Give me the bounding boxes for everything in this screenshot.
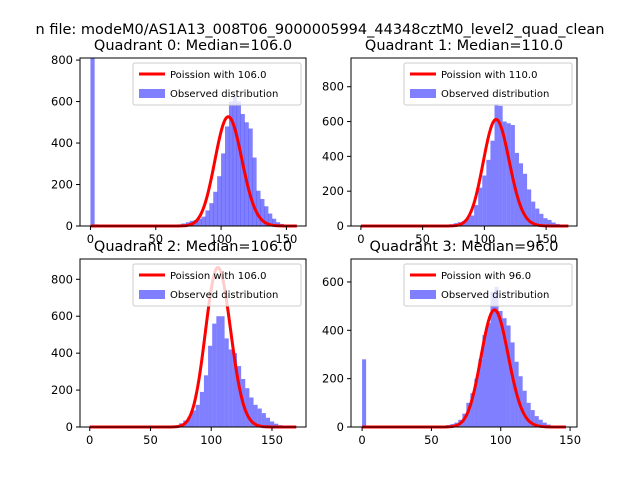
panel-quadrant-2: 0 50 100 150 0 200 400 600 800 Quadrant 2: Median…: [51, 239, 306, 447]
histogram-bar: [221, 153, 225, 226]
histogram-bar: [507, 123, 511, 226]
y-tick-label: 400: [51, 136, 73, 150]
histogram-bar: [196, 405, 200, 427]
histogram-bar: [216, 316, 220, 427]
histogram-bar: [507, 325, 511, 427]
histogram-bar: [478, 188, 482, 226]
histogram-bar: [217, 176, 221, 226]
legend: Poission with 106.0 Observed distribution: [133, 264, 301, 306]
histogram-bar: [204, 375, 208, 427]
histogram-bar: [225, 126, 229, 226]
y-tick-label: 600: [322, 115, 344, 129]
histogram-bar: [209, 203, 213, 226]
x-tick-label: 50: [143, 433, 158, 447]
y-tick-label: 0: [337, 219, 344, 233]
x-tick-label: 150: [559, 433, 581, 447]
y-tick-label: 200: [322, 184, 344, 198]
legend-label-observed: Observed distribution: [170, 290, 278, 301]
panel-title: Quadrant 1: Median=110.0: [365, 38, 563, 54]
y-tick-label: 600: [322, 275, 344, 289]
histogram-bar: [220, 316, 224, 427]
legend: Poission with 96.0 Observed distribution: [404, 264, 572, 306]
panel-title: Quadrant 3: Median=96.0: [370, 239, 559, 255]
legend-bar-swatch: [139, 89, 165, 98]
poisson-fit-line: [362, 310, 566, 427]
histogram-bar: [213, 192, 217, 226]
histogram-bar: [519, 163, 523, 226]
panel-title: Quadrant 2: Median=106.0: [94, 239, 292, 255]
x-tick-label: 0: [358, 433, 365, 447]
y-tick-label: 600: [51, 95, 73, 109]
y-tick-label: 200: [51, 178, 73, 192]
legend-label-poisson: Poission with 110.0: [441, 70, 537, 81]
histogram-bar: [233, 95, 237, 226]
y-tick-label: 0: [66, 219, 73, 233]
legend-bar-swatch: [410, 89, 436, 98]
y-tick-label: 800: [322, 80, 344, 94]
x-tick-label: 0: [357, 232, 364, 246]
y-tick-label: 400: [51, 346, 73, 360]
y-tick-label: 0: [337, 420, 344, 434]
histogram-bar: [482, 176, 486, 226]
histogram-bar: [249, 129, 253, 226]
legend-label-observed: Observed distribution: [441, 89, 549, 100]
y-tick-label: 400: [322, 149, 344, 163]
legend-label-observed: Observed distribution: [441, 290, 549, 301]
legend-label-poisson: Poission with 96.0: [441, 271, 531, 282]
histogram-bar: [474, 205, 478, 226]
x-tick-label: 0: [86, 433, 93, 447]
y-tick-label: 800: [51, 272, 73, 286]
panel-quadrant-3: 0 50 100 150 0 200 400 600 Quadrant 3: Median=96…: [322, 239, 581, 447]
histogram-bar: [470, 216, 474, 226]
histogram-bar: [362, 359, 366, 427]
legend-bar-swatch: [410, 290, 436, 299]
histogram-bar: [212, 324, 216, 427]
histogram-bar: [252, 158, 256, 226]
y-tick-label: 200: [51, 383, 73, 397]
figure-suptitle: n file: modeM0/AS1A13_008T06_9000005994_…: [36, 22, 605, 38]
histogram-bar: [490, 141, 494, 226]
legend-label-observed: Observed distribution: [170, 89, 278, 100]
y-tick-label: 200: [322, 372, 344, 386]
legend: Poission with 106.0 Observed distribution: [133, 63, 301, 105]
histogram-bar: [486, 323, 490, 427]
legend-bar-swatch: [139, 290, 165, 299]
histogram-bar: [200, 392, 204, 427]
x-tick-label: 150: [261, 433, 283, 447]
x-tick-label: 100: [490, 433, 512, 447]
histogram-bar: [256, 191, 260, 226]
histogram-bar: [205, 210, 209, 226]
histogram-bar: [262, 413, 266, 427]
legend-label-poisson: Poission with 106.0: [170, 70, 266, 81]
x-tick-label: 100: [200, 433, 222, 447]
legend: Poission with 110.0 Observed distribution: [404, 63, 572, 105]
y-tick-label: 800: [51, 53, 73, 67]
panel-title: Quadrant 0: Median=106.0: [94, 38, 292, 54]
histogram-bar: [90, 58, 94, 226]
x-tick-label: 50: [424, 433, 439, 447]
histogram-bar: [225, 338, 229, 427]
y-tick-label: 400: [322, 323, 344, 337]
histogram-bar: [523, 391, 527, 427]
y-tick-label: 600: [51, 309, 73, 323]
histogram-bar: [495, 287, 499, 427]
y-tick-label: 0: [66, 420, 73, 434]
legend-label-poisson: Poission with 106.0: [170, 271, 266, 282]
histogram-bar: [208, 346, 212, 427]
histogram-bar: [229, 349, 233, 427]
histogram-bar: [237, 102, 241, 226]
histogram-bar: [201, 217, 205, 226]
histogram-bar: [486, 160, 490, 226]
